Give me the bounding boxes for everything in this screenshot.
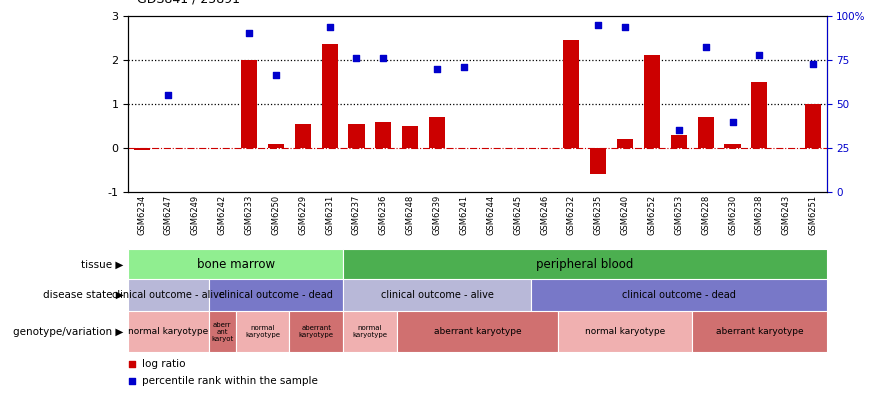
Text: normal
karyotype: normal karyotype bbox=[245, 325, 280, 338]
Text: GSM6230: GSM6230 bbox=[728, 195, 737, 235]
Text: disease state ▶: disease state ▶ bbox=[43, 290, 124, 300]
Bar bbox=[133, 148, 149, 150]
Text: GSM6252: GSM6252 bbox=[647, 195, 657, 235]
Text: aberrant
karyotype: aberrant karyotype bbox=[299, 325, 333, 338]
Bar bbox=[617, 139, 633, 148]
Text: GSM6251: GSM6251 bbox=[809, 195, 818, 235]
Text: GSM6250: GSM6250 bbox=[271, 195, 280, 235]
Point bbox=[377, 55, 391, 61]
Text: GSM6240: GSM6240 bbox=[621, 195, 629, 235]
Bar bbox=[725, 144, 741, 148]
Bar bbox=[322, 44, 338, 148]
Text: clinical outcome - alive: clinical outcome - alive bbox=[381, 290, 493, 300]
Point bbox=[162, 92, 176, 98]
Text: aberrant karyotype: aberrant karyotype bbox=[433, 327, 522, 336]
Bar bbox=[563, 40, 579, 148]
Text: clinical outcome - dead: clinical outcome - dead bbox=[219, 290, 333, 300]
Text: GSM6232: GSM6232 bbox=[567, 195, 575, 235]
Point bbox=[242, 30, 256, 36]
Point bbox=[349, 55, 363, 61]
Text: tissue ▶: tissue ▶ bbox=[81, 259, 124, 269]
Text: GSM6248: GSM6248 bbox=[406, 195, 415, 235]
Point bbox=[591, 21, 606, 28]
Bar bbox=[671, 135, 687, 148]
Bar bbox=[268, 144, 284, 148]
Text: normal
karyotype: normal karyotype bbox=[353, 325, 387, 338]
Text: GSM6249: GSM6249 bbox=[191, 195, 200, 235]
Point bbox=[672, 127, 686, 133]
Text: GSM6241: GSM6241 bbox=[460, 195, 469, 235]
Bar bbox=[644, 55, 660, 148]
Text: normal karyotype: normal karyotype bbox=[585, 327, 666, 336]
Bar bbox=[397, 311, 558, 352]
Text: aberrant karyotype: aberrant karyotype bbox=[715, 327, 804, 336]
Bar bbox=[429, 117, 446, 148]
Text: aberr
ant
karyot: aberr ant karyot bbox=[211, 322, 233, 342]
Text: GDS841 / 25891: GDS841 / 25891 bbox=[137, 0, 240, 6]
Text: GSM6234: GSM6234 bbox=[137, 195, 146, 235]
Text: genotype/variation ▶: genotype/variation ▶ bbox=[13, 327, 124, 337]
Text: GSM6242: GSM6242 bbox=[217, 195, 226, 235]
Bar bbox=[558, 311, 692, 352]
Bar bbox=[805, 104, 821, 148]
Point bbox=[618, 24, 632, 30]
Point bbox=[752, 52, 766, 59]
Point bbox=[457, 63, 471, 70]
Text: normal karyotype: normal karyotype bbox=[128, 327, 209, 336]
Bar bbox=[376, 122, 392, 148]
Text: GSM6247: GSM6247 bbox=[164, 195, 173, 235]
Bar bbox=[209, 279, 343, 311]
Text: peripheral blood: peripheral blood bbox=[536, 258, 634, 271]
Bar bbox=[294, 124, 311, 148]
Bar bbox=[531, 279, 827, 311]
Bar bbox=[343, 279, 531, 311]
Text: GSM6231: GSM6231 bbox=[325, 195, 334, 235]
Text: GSM6237: GSM6237 bbox=[352, 195, 361, 235]
Text: GSM6239: GSM6239 bbox=[432, 195, 442, 235]
Text: clinical outcome - dead: clinical outcome - dead bbox=[621, 290, 735, 300]
Text: GSM6228: GSM6228 bbox=[701, 195, 710, 235]
Point bbox=[125, 360, 139, 367]
Text: GSM6229: GSM6229 bbox=[298, 195, 308, 235]
Text: GSM6246: GSM6246 bbox=[540, 195, 549, 235]
Bar bbox=[343, 249, 827, 279]
Bar bbox=[348, 124, 364, 148]
Bar bbox=[343, 311, 397, 352]
Bar bbox=[591, 148, 606, 174]
Bar bbox=[128, 311, 209, 352]
Point bbox=[430, 65, 444, 72]
Bar bbox=[289, 311, 343, 352]
Text: GSM6245: GSM6245 bbox=[513, 195, 522, 235]
Text: percentile rank within the sample: percentile rank within the sample bbox=[142, 376, 318, 386]
Text: GSM6244: GSM6244 bbox=[486, 195, 495, 235]
Bar bbox=[128, 249, 343, 279]
Text: log ratio: log ratio bbox=[142, 358, 186, 369]
Point bbox=[698, 44, 713, 50]
Point bbox=[269, 72, 283, 78]
Point bbox=[125, 378, 139, 384]
Bar bbox=[692, 311, 827, 352]
Text: GSM6235: GSM6235 bbox=[594, 195, 603, 235]
Bar bbox=[209, 311, 236, 352]
Text: GSM6243: GSM6243 bbox=[781, 195, 791, 235]
Text: GSM6236: GSM6236 bbox=[379, 195, 388, 235]
Bar bbox=[402, 126, 418, 148]
Bar bbox=[751, 82, 767, 148]
Point bbox=[806, 61, 820, 67]
Point bbox=[323, 24, 337, 30]
Point bbox=[726, 118, 740, 125]
Text: clinical outcome - alive: clinical outcome - alive bbox=[112, 290, 225, 300]
Text: GSM6233: GSM6233 bbox=[245, 195, 254, 235]
Text: GSM6253: GSM6253 bbox=[674, 195, 683, 235]
Bar bbox=[697, 117, 713, 148]
Text: bone marrow: bone marrow bbox=[196, 258, 275, 271]
Text: GSM6238: GSM6238 bbox=[755, 195, 764, 235]
Bar bbox=[241, 60, 257, 148]
Bar bbox=[128, 279, 209, 311]
Bar bbox=[236, 311, 289, 352]
